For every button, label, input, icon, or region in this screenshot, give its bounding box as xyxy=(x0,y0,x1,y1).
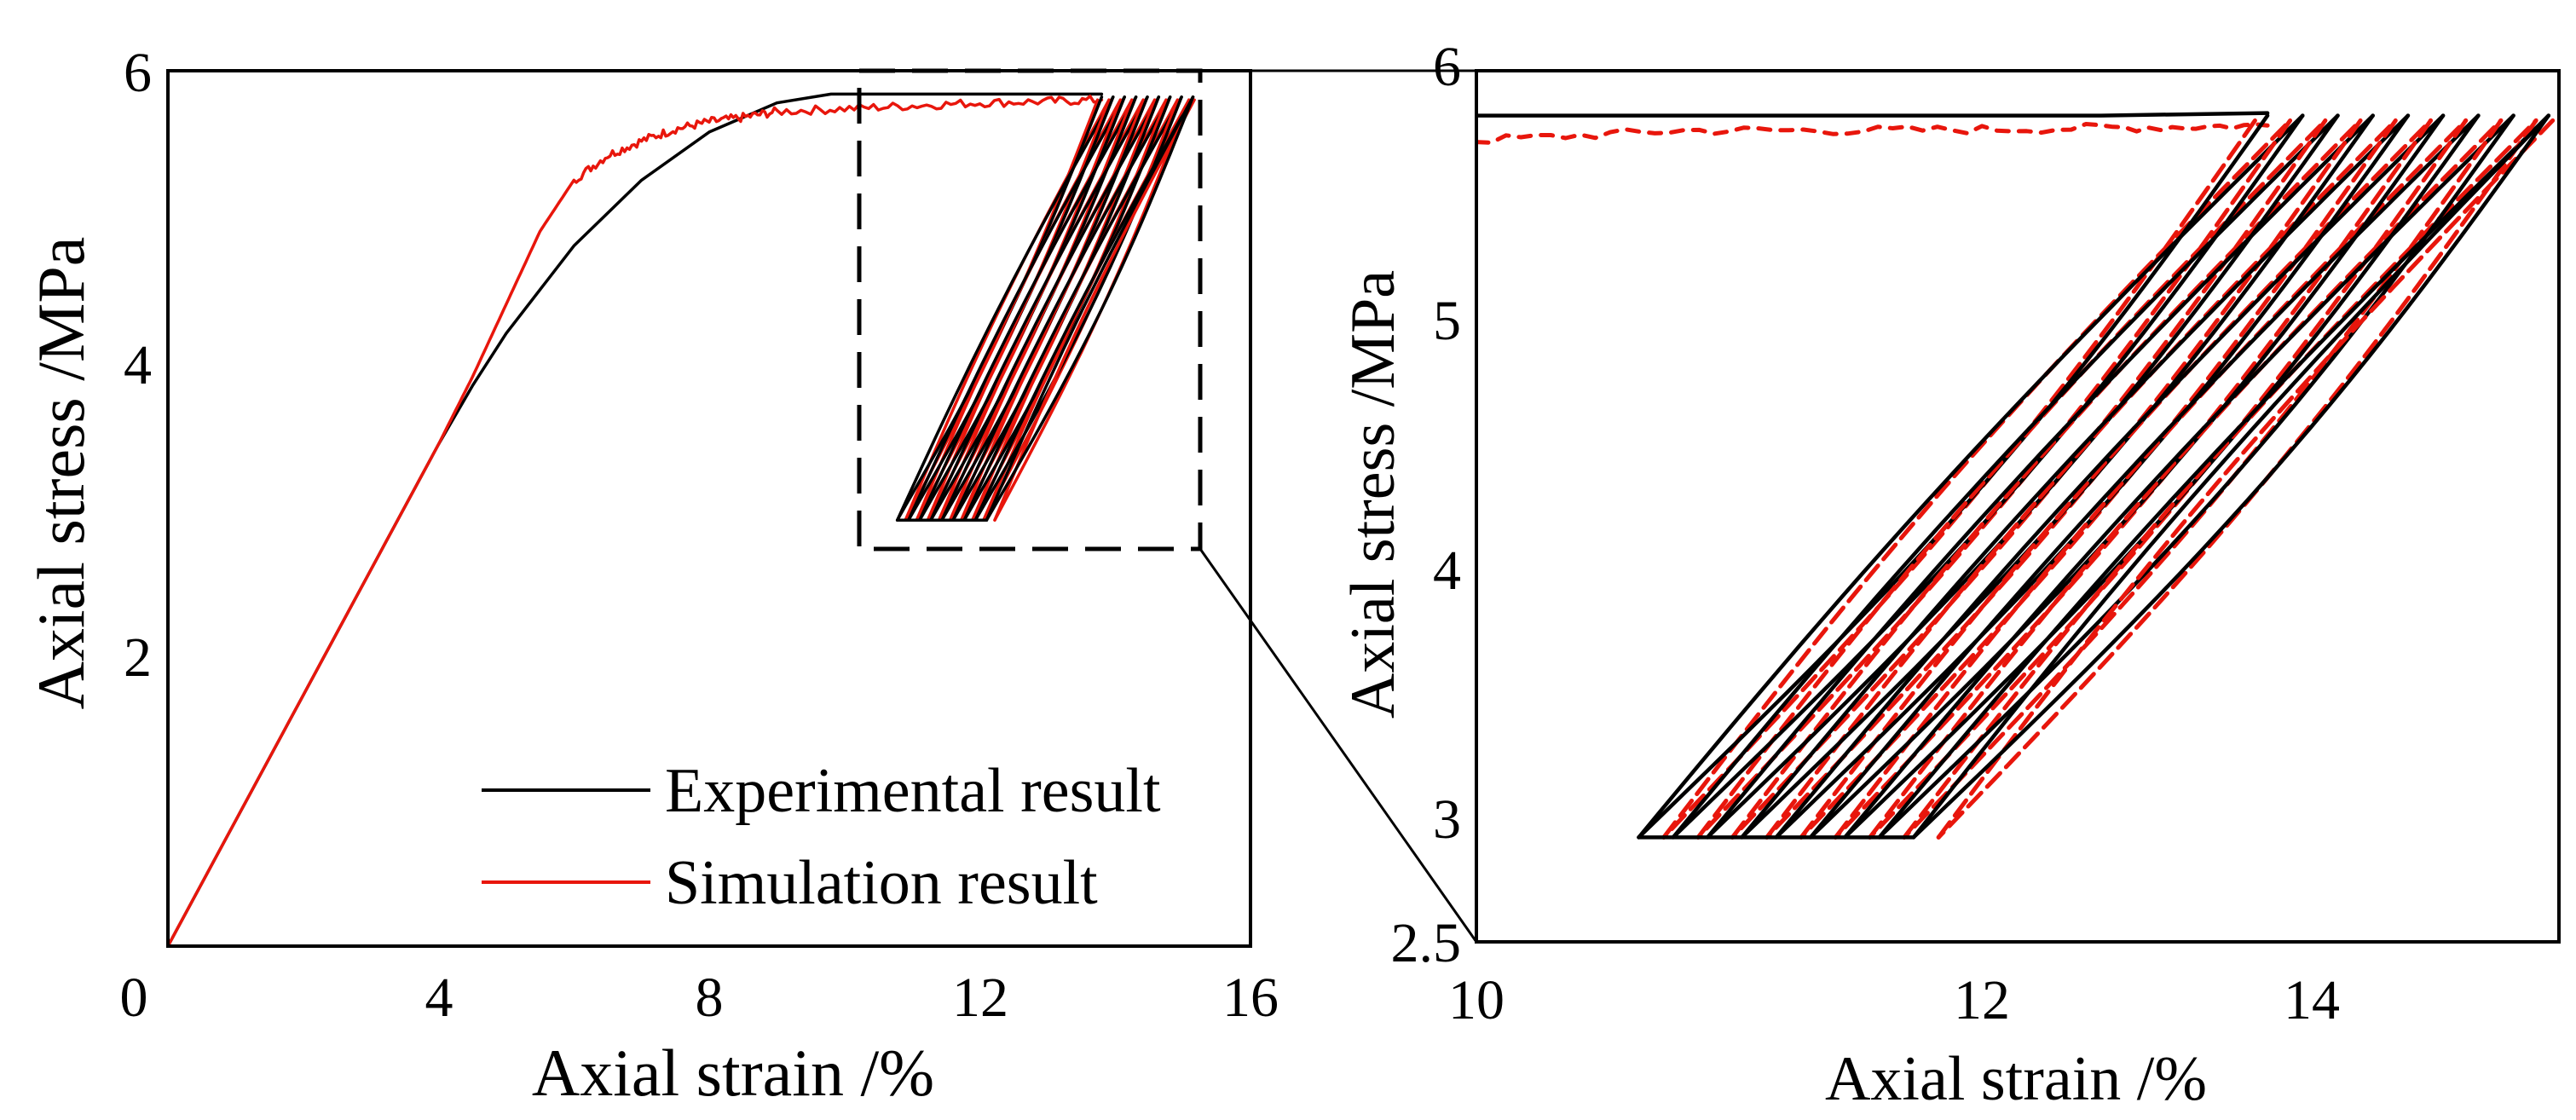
main-sim-reload-cycle xyxy=(993,98,1196,522)
zoom-sim-unload-cycle xyxy=(1661,118,2257,840)
main-ytick-label: 4 xyxy=(124,334,152,396)
zoom-exp-reload-cycle xyxy=(1843,113,2515,840)
zoom-chart: 6 5 4 3 2.5 10 12 14 Axial strain /% Axi… xyxy=(1338,36,2561,1114)
zoom-x-axis-label: Axial strain /% xyxy=(1825,1044,2207,1114)
main-plot-area xyxy=(168,92,1196,946)
zoom-ytick-label: 2.5 xyxy=(1391,912,1462,974)
main-exp-reload-cycle xyxy=(907,95,1126,522)
zoom-exp-reload-cycle xyxy=(1671,113,2340,840)
zoom-xtick-label: 14 xyxy=(2284,969,2340,1031)
zoom-region-box xyxy=(857,68,1203,551)
zoom-sim-unload-cycle xyxy=(1868,118,2469,840)
main-plot-frame xyxy=(166,69,1252,948)
zoom-exp-reload-cycle xyxy=(1637,113,2305,840)
zoom-sim-reload-cycle xyxy=(1799,118,2433,840)
main-xtick-label: 16 xyxy=(1222,967,1279,1029)
main-ytick-label: 6 xyxy=(124,42,152,104)
main-exp-reload-cycle xyxy=(895,95,1115,522)
zoom-exp-reload-cycle xyxy=(1911,113,2551,840)
zoom-exp-reload-cycle xyxy=(1877,113,2551,840)
zoom-y-axis-label: Axial stress /MPa xyxy=(1338,270,1408,719)
legend: Experimental result Simulation result xyxy=(482,756,1161,918)
main-xtick-label: 8 xyxy=(696,967,724,1029)
main-exp-reload-cycle xyxy=(940,95,1161,522)
zoom-sim-unload-cycle xyxy=(1730,118,2328,840)
main-xtick-label: 4 xyxy=(425,967,453,1029)
main-ytick-label: 2 xyxy=(124,626,152,689)
main-y-axis-label: Axial stress /MPa xyxy=(24,237,98,710)
main-exp-reload-cycle xyxy=(985,95,1195,522)
zoom-sim-reload-cycle xyxy=(1902,118,2538,840)
zoom-ytick-label: 4 xyxy=(1433,540,1461,602)
main-exp-reload-cycle xyxy=(918,95,1138,522)
zoom-ytick-label: 6 xyxy=(1433,36,1461,98)
zoom-exp-reload-cycle xyxy=(1808,113,2481,840)
zoom-plot-frame xyxy=(1475,69,2561,944)
zoom-sim-reload-cycle xyxy=(1730,118,2363,840)
main-chart: 6 4 2 0 4 8 12 16 Axial strain /% Axial … xyxy=(24,42,1279,1110)
zoom-connector-bottom xyxy=(1198,548,1478,943)
zoom-plot-area xyxy=(1476,111,2556,840)
zoom-series-experimental xyxy=(1476,111,2270,118)
zoom-exp-reload-cycle xyxy=(1774,113,2446,840)
legend-label-simulation: Simulation result xyxy=(665,848,1098,918)
zoom-xtick-label: 12 xyxy=(1954,969,2010,1031)
zoom-sim-unload-cycle xyxy=(1833,118,2433,840)
main-x-axis-label: Axial strain /% xyxy=(532,1036,934,1110)
zoom-sim-reload-cycle xyxy=(1695,118,2328,840)
legend-label-experimental: Experimental result xyxy=(665,756,1161,826)
zoom-sim-reload-cycle xyxy=(1936,118,2556,840)
zoom-sim-reload-cycle xyxy=(1833,118,2469,840)
zoom-sim-reload-cycle xyxy=(1765,118,2398,840)
main-series-simulation xyxy=(168,95,1104,946)
zoom-sim-reload-cycle xyxy=(1868,118,2504,840)
main-exp-reload-cycle xyxy=(962,95,1183,522)
zoom-series-simulation xyxy=(1476,122,2270,145)
zoom-ytick-label: 5 xyxy=(1433,290,1461,352)
main-xtick-label: 0 xyxy=(120,967,148,1029)
main-xtick-label: 12 xyxy=(952,967,1008,1029)
zoom-xtick-label: 10 xyxy=(1448,969,1505,1031)
main-exp-unload-cycle xyxy=(985,95,1195,522)
zoom-sim-reload-cycle xyxy=(1661,118,2293,840)
zoom-sim-unload-cycle xyxy=(1799,118,2398,840)
zoom-exp-unload-cycle xyxy=(1911,113,2551,840)
main-exp-reload-cycle xyxy=(951,95,1172,522)
zoom-exp-reload-cycle xyxy=(1705,113,2375,840)
zoom-ytick-label: 3 xyxy=(1433,788,1461,851)
main-exp-reload-cycle xyxy=(929,95,1149,522)
zoom-sim-unload-cycle xyxy=(1765,118,2363,840)
zoom-sim-unload-cycle xyxy=(1902,118,2504,840)
main-exp-reload-cycle xyxy=(973,95,1195,522)
zoom-sim-unload-cycle xyxy=(1695,118,2293,840)
zoom-exp-reload-cycle xyxy=(1740,113,2411,840)
